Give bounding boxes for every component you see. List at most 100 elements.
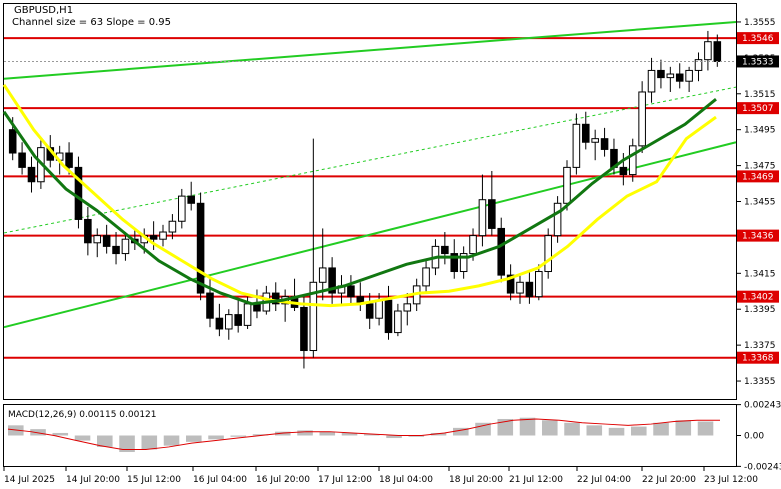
candle-body [638, 91, 646, 147]
macd-bar [275, 431, 291, 436]
candle-body [506, 274, 515, 294]
candle-body [657, 69, 665, 79]
level-label: 1.3436 [742, 232, 774, 242]
time-tick-label: 18 Jul 04:00 [379, 475, 433, 485]
candle-body [196, 202, 205, 294]
time-tick-label: 18 Jul 20:00 [449, 475, 503, 485]
candle-body [478, 199, 487, 237]
candle-body [347, 285, 355, 298]
current-price-label: 1.3533 [742, 57, 774, 67]
candle-body [74, 166, 83, 220]
macd-signal-line [7, 418, 720, 450]
macd-bar [586, 425, 603, 436]
candle-body [469, 235, 477, 255]
macd-bar [208, 435, 224, 440]
level-label: 1.3546 [742, 34, 774, 44]
candle-body [516, 281, 524, 294]
price-tick-label: 1.3555 [744, 18, 776, 28]
candle-body [234, 314, 242, 326]
price-tick-label: 1.3515 [744, 90, 776, 100]
candle-body [394, 310, 402, 334]
sma-fast-line [2, 83, 717, 308]
candle-body [497, 227, 506, 276]
candle-body [422, 267, 430, 287]
macd-bar [430, 432, 447, 436]
price-tick-label: 1.3375 [744, 341, 776, 351]
candle-body [441, 245, 449, 255]
macd-bar [252, 434, 269, 436]
candle-body [619, 166, 628, 176]
price-panel-frame [3, 3, 737, 400]
candle-body [628, 145, 637, 176]
candle-body [675, 73, 684, 82]
macd-bar [230, 435, 247, 437]
macd-bar [675, 420, 692, 436]
candle-body [365, 303, 374, 319]
time-tick-label: 22 Jul 04:00 [577, 475, 631, 485]
price-tick-label: 1.3495 [744, 126, 776, 136]
macd-label: MACD(12,26,9) 0.00115 0.00121 [8, 410, 157, 420]
chart-subtitle: Channel size = 63 Slope = 0.95 [12, 17, 171, 28]
candle-body [459, 253, 468, 273]
candle-body [403, 303, 412, 312]
candle-body [271, 292, 280, 305]
candle-body [178, 195, 186, 222]
price-tick-label: 1.3395 [744, 305, 776, 315]
level-label: 1.3402 [742, 293, 774, 303]
channel-mid [3, 86, 737, 234]
channel-upper [3, 20, 737, 80]
macd-bar [297, 430, 313, 436]
candle-body [243, 303, 252, 326]
macd-bar [97, 435, 113, 447]
macd-bar [364, 434, 380, 436]
price-tick-label: 1.3355 [744, 377, 776, 387]
candle-body [8, 129, 17, 154]
level-tag [737, 32, 779, 45]
macd-bar [564, 422, 580, 436]
macd-bar [497, 418, 514, 436]
macd-bar [475, 422, 491, 436]
macd-tick-label: 0.00 [744, 432, 764, 442]
candle-body [572, 123, 581, 168]
candle-body [300, 306, 308, 352]
candle-body [535, 271, 543, 298]
candle-body [18, 152, 26, 168]
time-tick-label: 22 Jul 20:00 [642, 475, 696, 485]
macd-bar [141, 435, 158, 450]
macd-bar [386, 435, 402, 439]
macd-bar [408, 435, 425, 437]
candle-body [168, 220, 177, 233]
macd-bar [186, 435, 202, 442]
candle-body [525, 281, 534, 298]
macd-tick-label: 0.00243 [744, 401, 781, 411]
macd-bar [163, 435, 180, 446]
candle-body [600, 138, 609, 150]
macd-bar [631, 426, 647, 436]
candle-body [581, 123, 590, 143]
candle-body [563, 166, 571, 204]
candle-body [84, 218, 92, 244]
level-tag [737, 290, 779, 303]
candle-body [647, 69, 656, 93]
candle-body [112, 245, 120, 255]
macd-bar [119, 435, 135, 453]
chart-title: GBPUSD,H1 [14, 5, 73, 16]
price-tick-label: 1.3455 [744, 198, 776, 208]
candle-body [384, 299, 393, 334]
candle-body [488, 199, 496, 229]
current-price-tag [737, 55, 779, 68]
candle-body [666, 73, 675, 79]
candle-body [206, 292, 214, 319]
candle-body [27, 166, 36, 183]
price-tick-label: 1.3475 [744, 162, 776, 172]
macd-bar [653, 422, 669, 436]
candle-body [694, 59, 703, 71]
candle-body [215, 317, 224, 330]
candle-body [187, 195, 195, 204]
level-tag [737, 229, 779, 242]
candle-body [65, 152, 73, 168]
level-tag [737, 351, 779, 364]
candle-body [93, 235, 102, 244]
candle-body [328, 267, 336, 294]
candle-body [149, 235, 158, 240]
